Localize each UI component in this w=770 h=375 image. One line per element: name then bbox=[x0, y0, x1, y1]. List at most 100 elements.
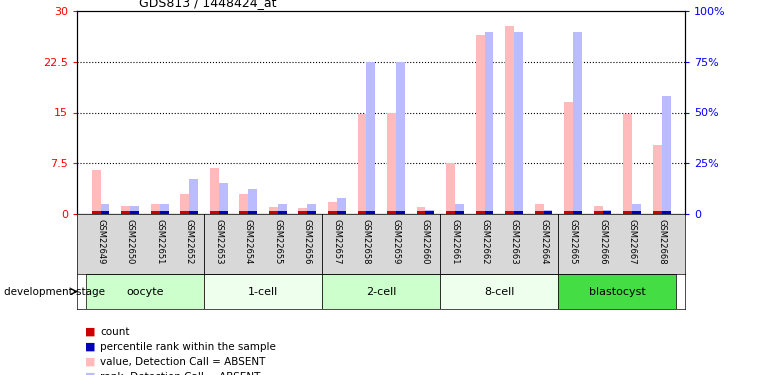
Bar bbox=[357, 114, 367, 214]
Bar bbox=[159, 204, 169, 214]
Bar bbox=[396, 62, 405, 214]
Bar bbox=[534, 211, 544, 214]
Bar bbox=[505, 211, 514, 214]
Bar bbox=[476, 35, 484, 214]
Bar bbox=[151, 204, 159, 214]
Text: oocyte: oocyte bbox=[126, 286, 164, 297]
Text: GSM22662: GSM22662 bbox=[480, 219, 489, 264]
Text: GSM22663: GSM22663 bbox=[510, 219, 518, 264]
Bar bbox=[122, 206, 130, 214]
Bar bbox=[204, 274, 322, 309]
Bar bbox=[130, 211, 139, 214]
Bar bbox=[661, 96, 671, 214]
Bar bbox=[322, 274, 440, 309]
Bar bbox=[661, 211, 671, 214]
Bar bbox=[623, 211, 632, 214]
Bar bbox=[307, 204, 316, 214]
Text: 2-cell: 2-cell bbox=[366, 286, 397, 297]
Bar bbox=[210, 168, 219, 214]
Bar bbox=[426, 210, 434, 214]
Bar bbox=[248, 189, 257, 214]
Bar bbox=[440, 274, 558, 309]
Bar bbox=[219, 211, 228, 214]
Bar bbox=[278, 204, 286, 214]
Bar bbox=[387, 211, 396, 214]
Bar bbox=[455, 211, 464, 214]
Bar bbox=[92, 170, 101, 214]
Bar bbox=[544, 211, 552, 214]
Bar bbox=[92, 211, 101, 214]
Bar bbox=[632, 204, 641, 214]
Bar bbox=[417, 207, 426, 214]
Bar bbox=[336, 211, 346, 214]
Bar bbox=[159, 211, 169, 214]
Bar bbox=[534, 204, 544, 214]
Bar bbox=[328, 202, 336, 214]
Text: 1-cell: 1-cell bbox=[248, 286, 278, 297]
Bar bbox=[180, 194, 189, 214]
Bar bbox=[573, 32, 582, 214]
Bar bbox=[336, 198, 346, 214]
Bar bbox=[505, 26, 514, 214]
Bar bbox=[455, 204, 464, 214]
Text: GSM22657: GSM22657 bbox=[333, 219, 341, 264]
Bar bbox=[417, 211, 426, 214]
Bar bbox=[278, 211, 286, 214]
Bar bbox=[426, 211, 434, 214]
Text: GSM22659: GSM22659 bbox=[391, 219, 400, 264]
Text: GSM22667: GSM22667 bbox=[628, 219, 637, 264]
Text: ■: ■ bbox=[85, 372, 95, 375]
Bar bbox=[653, 211, 661, 214]
Bar bbox=[514, 211, 523, 214]
Bar bbox=[564, 102, 573, 214]
Bar bbox=[299, 211, 307, 214]
Text: GSM22661: GSM22661 bbox=[450, 219, 460, 264]
Bar bbox=[573, 211, 582, 214]
Text: ■: ■ bbox=[85, 327, 95, 337]
Bar bbox=[269, 211, 278, 214]
Text: GSM22655: GSM22655 bbox=[273, 219, 283, 264]
Bar bbox=[603, 211, 611, 214]
Bar bbox=[357, 211, 367, 214]
Text: GSM22668: GSM22668 bbox=[657, 219, 666, 264]
Bar bbox=[328, 211, 336, 214]
Text: GSM22653: GSM22653 bbox=[214, 219, 223, 264]
Bar bbox=[299, 209, 307, 214]
Bar bbox=[189, 179, 198, 214]
Bar bbox=[86, 274, 204, 309]
Bar bbox=[623, 114, 632, 214]
Bar bbox=[239, 211, 248, 214]
Bar bbox=[564, 211, 573, 214]
Bar bbox=[558, 274, 676, 309]
Text: GSM22666: GSM22666 bbox=[598, 219, 607, 264]
Text: GSM22664: GSM22664 bbox=[539, 219, 548, 264]
Bar bbox=[484, 211, 494, 214]
Text: GSM22651: GSM22651 bbox=[156, 219, 164, 264]
Bar bbox=[307, 211, 316, 214]
Bar bbox=[446, 163, 455, 214]
Text: 8-cell: 8-cell bbox=[484, 286, 514, 297]
Bar bbox=[387, 112, 396, 214]
Bar bbox=[367, 62, 375, 214]
Bar bbox=[189, 211, 198, 214]
Text: count: count bbox=[100, 327, 129, 337]
Bar bbox=[603, 210, 611, 214]
Bar bbox=[594, 206, 603, 214]
Bar bbox=[130, 206, 139, 214]
Bar bbox=[269, 207, 278, 214]
Bar bbox=[514, 32, 523, 214]
Text: GDS813 / 1448424_at: GDS813 / 1448424_at bbox=[139, 0, 276, 9]
Text: GSM22650: GSM22650 bbox=[126, 219, 135, 264]
Text: GSM22654: GSM22654 bbox=[244, 219, 253, 264]
Text: development stage: development stage bbox=[4, 286, 105, 297]
Bar bbox=[396, 211, 405, 214]
Text: blastocyst: blastocyst bbox=[589, 286, 646, 297]
Text: GSM22656: GSM22656 bbox=[303, 219, 312, 264]
Bar bbox=[367, 211, 375, 214]
Bar bbox=[210, 211, 219, 214]
Bar bbox=[239, 194, 248, 214]
Text: ■: ■ bbox=[85, 342, 95, 352]
Bar bbox=[101, 211, 109, 214]
Text: GSM22665: GSM22665 bbox=[568, 219, 578, 264]
Text: rank, Detection Call = ABSENT: rank, Detection Call = ABSENT bbox=[100, 372, 260, 375]
